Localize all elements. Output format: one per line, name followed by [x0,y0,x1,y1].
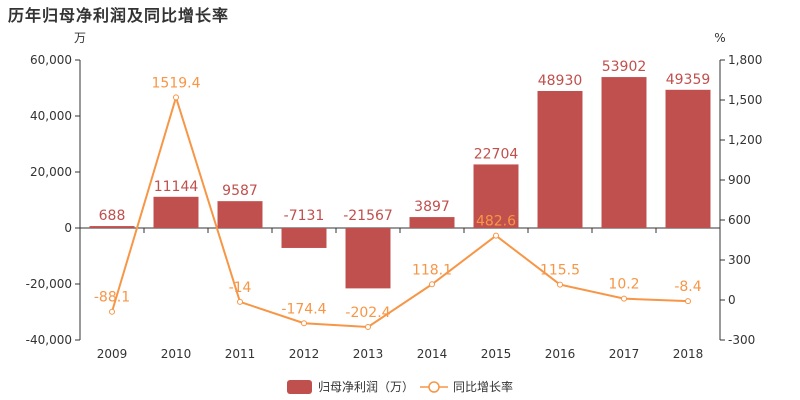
bar [601,77,647,228]
line-data-label: -202.4 [345,305,390,321]
y-left-tick-label: 0 [64,221,72,235]
y-right-tick-label: 300 [728,253,751,267]
y-right-tick-label: 600 [728,213,751,227]
bar [217,201,263,228]
x-tick-label: 2010 [161,347,192,361]
y-left-tick-label: 20,000 [30,165,72,179]
x-tick-label: 2016 [545,347,576,361]
x-tick-label: 2017 [609,347,640,361]
legend-bar-label: 归母净利润（万） [318,380,414,394]
bar [409,217,455,228]
bar-data-label: -7131 [284,208,325,224]
bar-data-label: 53902 [602,59,647,75]
line-point [429,281,435,288]
x-tick-label: 2015 [481,347,512,361]
legend-line-label: 同比增长率 [453,379,513,394]
x-tick-label: 2011 [225,347,256,361]
bar-data-label: -21567 [343,208,393,224]
y-right-tick-label: 1,500 [728,93,762,107]
bar [537,90,583,228]
bar [153,196,199,228]
line-data-label: -174.4 [281,301,326,317]
line-data-label: 482.6 [476,214,516,230]
bar-data-label: 688 [99,208,126,224]
line-point [621,295,627,302]
line-point [173,94,179,101]
line-data-label: 118.1 [412,262,452,278]
bar-data-label: 48930 [538,73,583,89]
bar [665,89,711,228]
x-tick-label: 2014 [417,347,448,361]
x-tick-label: 2009 [97,347,128,361]
y-right-tick-label: -300 [728,333,755,347]
line-data-label: 1519.4 [152,75,201,91]
y-left-tick-label: 60,000 [30,53,72,67]
x-tick-label: 2018 [673,347,704,361]
x-tick-label: 2013 [353,347,384,361]
line-point [685,298,691,305]
legend-line-marker [428,381,440,393]
bar-data-label: 11144 [154,179,199,195]
bar [89,226,135,228]
y-left-tick-label: -40,000 [26,333,72,347]
line-data-label: -88.1 [94,290,130,306]
y-axis-right-unit: % [714,31,725,45]
chart-title: 历年归母净利润及同比增长率 [8,6,230,25]
y-axis-left-unit: 万 [74,31,86,45]
line-data-label: 115.5 [540,263,580,279]
line-point [557,281,563,288]
bar [473,164,519,228]
bar-data-label: 49359 [666,72,711,88]
y-right-tick-label: 900 [728,173,751,187]
line-data-label: -14 [229,280,252,296]
y-right-tick-label: 1,200 [728,133,762,147]
legend-bar-swatch [287,380,312,394]
line-point [109,308,115,315]
line-point [237,298,243,305]
x-tick-label: 2012 [289,347,320,361]
line-data-label: 10.2 [608,277,639,293]
y-right-tick-label: 1,800 [728,53,762,67]
y-right-tick-label: 0 [728,293,736,307]
bar [281,228,327,248]
line-point [493,232,499,239]
line-point [301,320,307,327]
y-left-tick-label: -20,000 [26,277,72,291]
bar-data-label: 3897 [414,199,450,215]
growth-rate-line [111,93,689,329]
line-point [365,323,371,330]
y-left-tick-label: 40,000 [30,109,72,123]
bar-data-label: 22704 [474,146,519,162]
bar-data-label: 9587 [222,183,258,199]
bar [345,228,391,289]
line-data-label: -8.4 [674,279,701,295]
